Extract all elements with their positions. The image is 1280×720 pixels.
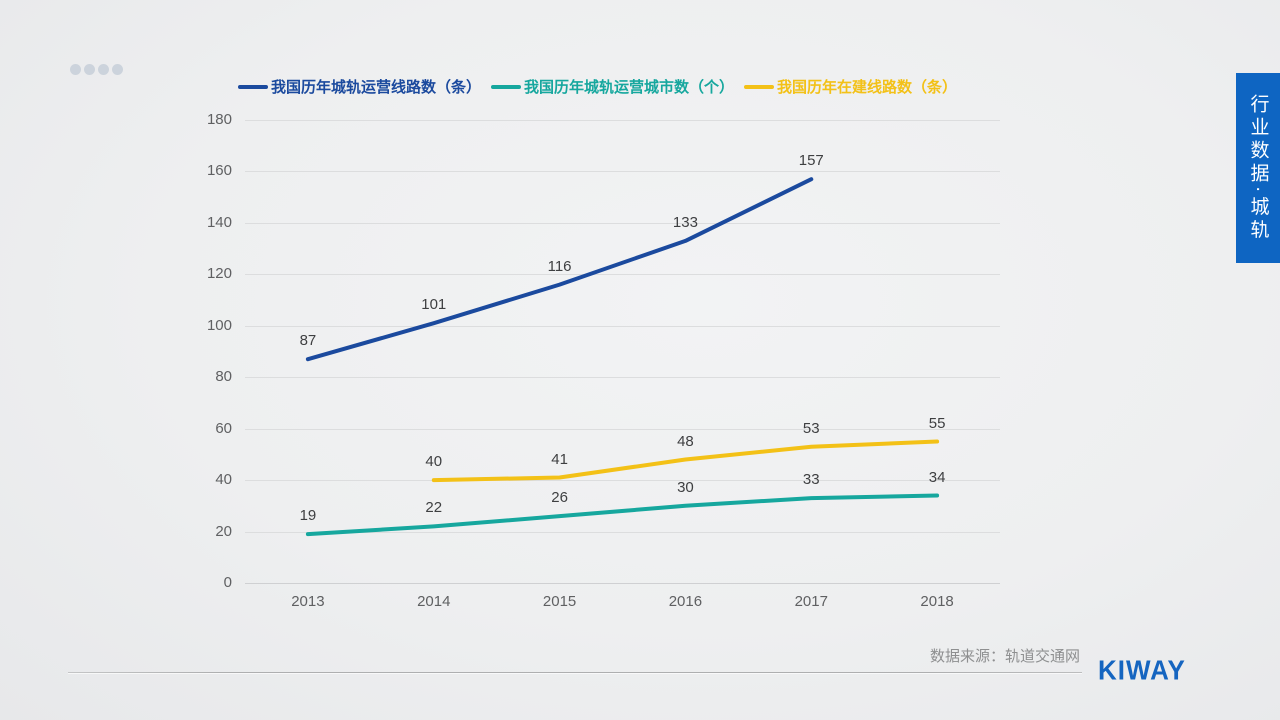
y-axis-tick-label: 40	[215, 471, 232, 489]
y-axis-tick-label: 100	[206, 316, 232, 334]
y-axis-tick-label: 180	[206, 111, 232, 128]
pagination-dot	[84, 64, 95, 75]
gridline	[245, 428, 1000, 430]
data-source-note: 数据来源：轨道交通网	[929, 648, 1080, 665]
y-axis-tick-label: 160	[206, 162, 232, 180]
y-axis-tick-label: 0	[223, 574, 232, 591]
data-point-label: 157	[798, 152, 824, 170]
chart-lines	[305, 177, 940, 537]
y-axis-tick-label: 80	[215, 368, 232, 386]
legend-marker	[491, 84, 522, 89]
data-point-label: 116	[547, 257, 572, 275]
x-axis-tick-label: 2013	[291, 593, 325, 610]
data-point-label: 48	[677, 432, 694, 450]
y-axis-tick-label: 60	[215, 419, 232, 437]
legend-marker	[238, 84, 268, 89]
x-axis-tick-label: 2017	[794, 593, 828, 610]
pagination-dot	[70, 64, 81, 75]
data-point-label: 30	[677, 478, 694, 496]
legend-label: 我国历年城轨运营城市数（个）	[524, 79, 735, 96]
gridline	[245, 325, 1000, 327]
series-line	[431, 439, 940, 483]
gridline	[245, 222, 1000, 224]
data-point-label: 53	[802, 419, 820, 437]
x-axis-tick-label: 2014	[417, 593, 451, 610]
legend-item: 我国历年在建线路数（条）	[744, 76, 957, 97]
legend-label: 我国历年城轨运营线路数（条）	[271, 79, 482, 96]
y-axis-tick-label: 140	[206, 213, 232, 231]
pagination-dot	[98, 64, 109, 75]
x-axis-tick-label: 2015	[542, 593, 577, 610]
y-axis-tick-label: 20	[215, 522, 232, 540]
data-point-label: 22	[425, 499, 443, 517]
legend-label: 我国历年在建线路数（条）	[777, 79, 958, 96]
data-point-label: 55	[928, 414, 946, 432]
data-point-label: 41	[551, 450, 568, 468]
data-point-label: 87	[299, 332, 317, 350]
legend-item: 我国历年城轨运营线路数（条）	[238, 76, 481, 97]
legend-marker	[744, 84, 775, 89]
pagination-dots	[70, 64, 123, 75]
chart-legend: 我国历年城轨运营线路数（条） 我国历年城轨运营城市数（个） 我国历年在建线路数（条）	[238, 76, 957, 97]
footer-divider	[68, 672, 1082, 673]
data-point-label: 133	[672, 213, 698, 231]
series-line	[305, 493, 940, 537]
data-point-label: 33	[802, 471, 820, 489]
gridline	[245, 480, 1000, 482]
series-line	[305, 177, 814, 362]
legend-item: 我国历年城轨运营城市数（个）	[491, 76, 734, 97]
gridline	[245, 377, 1000, 379]
x-axis-tick-label: 2018	[920, 593, 954, 610]
data-point-label: 34	[928, 468, 946, 486]
x-axis-tick-label: 2016	[668, 593, 703, 610]
sidebar-section-tag-label: 行业数据·城轨	[1247, 93, 1269, 243]
gridline	[245, 120, 1000, 121]
data-point-label: 101	[421, 296, 447, 314]
y-axis-tick-label: 120	[206, 265, 232, 283]
pagination-dot	[112, 64, 123, 75]
gridline	[245, 531, 1000, 533]
kiway-logo: KIWAY	[1098, 654, 1186, 686]
data-point-label: 19	[299, 507, 317, 525]
gridline	[245, 171, 1000, 173]
gridline	[245, 274, 1000, 276]
data-point-label: 26	[551, 489, 568, 507]
sidebar-section-tag: 行业数据·城轨	[1236, 73, 1280, 263]
data-point-label: 40	[425, 453, 443, 471]
gridline	[245, 583, 1000, 584]
